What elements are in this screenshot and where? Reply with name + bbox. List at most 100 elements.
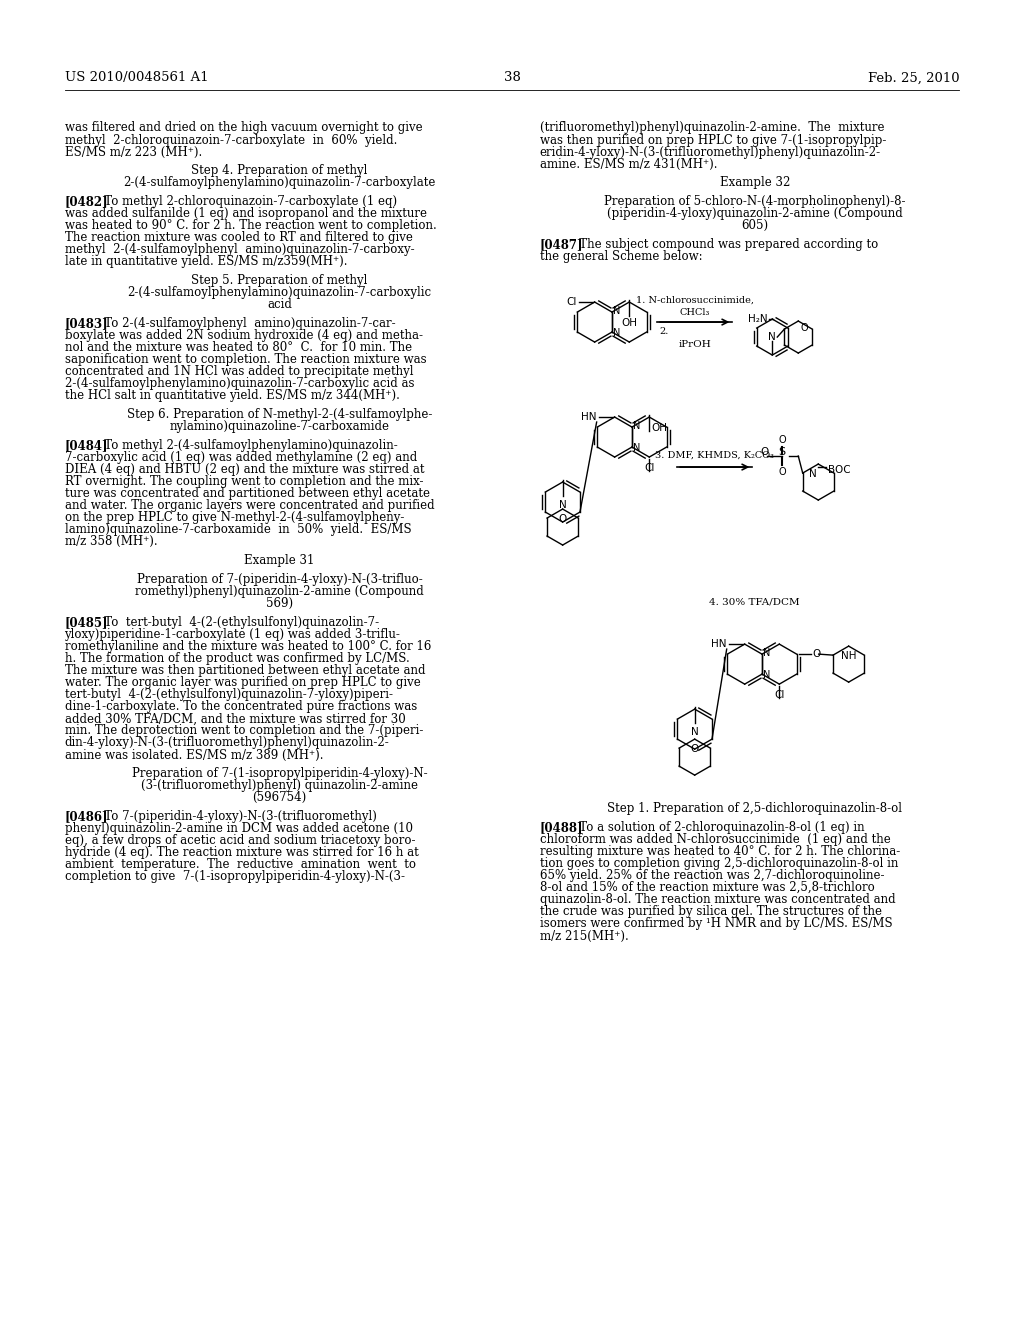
Text: dine-1-carboxylate. To the concentrated pure fractions was: dine-1-carboxylate. To the concentrated … xyxy=(65,700,417,713)
Text: BOC: BOC xyxy=(828,465,851,475)
Text: amine was isolated. ES/MS m/z 389 (MH⁺).: amine was isolated. ES/MS m/z 389 (MH⁺). xyxy=(65,748,323,762)
Text: To methyl 2-(4-sulfamoylphenylamino)quinazolin-: To methyl 2-(4-sulfamoylphenylamino)quin… xyxy=(93,438,397,451)
Text: Example 31: Example 31 xyxy=(245,554,314,568)
Text: completion to give  7-(1-isopropylpiperidin-4-yloxy)-N-(3-: completion to give 7-(1-isopropylpiperid… xyxy=(65,870,404,883)
Text: The reaction mixture was cooled to RT and filtered to give: The reaction mixture was cooled to RT an… xyxy=(65,231,413,244)
Text: min. The deprotection went to completion and the 7-(piperi-: min. The deprotection went to completion… xyxy=(65,725,423,738)
Text: 3. DMF, KHMDS, K₂CO₃: 3. DMF, KHMDS, K₂CO₃ xyxy=(655,451,774,461)
Text: [0488]: [0488] xyxy=(540,821,583,834)
Text: 4. 30% TFA/DCM: 4. 30% TFA/DCM xyxy=(710,597,800,606)
Text: To a solution of 2-chloroquinazolin-8-ol (1 eq) in: To a solution of 2-chloroquinazolin-8-ol… xyxy=(568,821,865,834)
Text: [0484]: [0484] xyxy=(65,438,108,451)
Text: 2.: 2. xyxy=(659,327,669,337)
Text: O: O xyxy=(690,744,698,754)
Text: Step 1. Preparation of 2,5-dichloroquinazolin-8-ol: Step 1. Preparation of 2,5-dichloroquina… xyxy=(607,803,902,816)
Text: DIEA (4 eq) and HBTU (2 eq) and the mixture was stirred at: DIEA (4 eq) and HBTU (2 eq) and the mixt… xyxy=(65,463,424,477)
Text: ture was concentrated and partitioned between ethyl acetate: ture was concentrated and partitioned be… xyxy=(65,487,429,500)
Text: Step 6. Preparation of N-methyl-2-(4-sulfamoylphe-: Step 6. Preparation of N-methyl-2-(4-sul… xyxy=(127,408,432,421)
Text: hydride (4 eq). The reaction mixture was stirred for 16 h at: hydride (4 eq). The reaction mixture was… xyxy=(65,846,418,859)
Text: HN: HN xyxy=(712,639,727,649)
Text: h. The formation of the product was confirmed by LC/MS.: h. The formation of the product was conf… xyxy=(65,652,410,665)
Text: ES/MS m/z 223 (MH⁺).: ES/MS m/z 223 (MH⁺). xyxy=(65,145,202,158)
Text: late in quantitative yield. ES/MS m/z359(MH⁺).: late in quantitative yield. ES/MS m/z359… xyxy=(65,255,347,268)
Text: [0483]: [0483] xyxy=(65,317,109,330)
Text: (piperidin-4-yloxy)quinazolin-2-amine (Compound: (piperidin-4-yloxy)quinazolin-2-amine (C… xyxy=(607,207,902,220)
Text: O: O xyxy=(778,436,786,445)
Text: ambient  temperature.  The  reductive  amination  went  to: ambient temperature. The reductive amina… xyxy=(65,858,416,871)
Text: NH: NH xyxy=(841,651,856,661)
Text: eridin-4-yloxy)-N-(3-(trifluoromethyl)phenyl)quinazolin-2-: eridin-4-yloxy)-N-(3-(trifluoromethyl)ph… xyxy=(540,145,881,158)
Text: The subject compound was prepared according to: The subject compound was prepared accord… xyxy=(568,238,879,251)
Text: H₂N: H₂N xyxy=(748,314,767,323)
Text: Step 5. Preparation of methyl: Step 5. Preparation of methyl xyxy=(191,275,368,288)
Text: 2-(4-sulfamoylphenylamino)quinazolin-7-carboxylic: 2-(4-sulfamoylphenylamino)quinazolin-7-c… xyxy=(128,286,431,300)
Text: eq), a few drops of acetic acid and sodium triacetoxy boro-: eq), a few drops of acetic acid and sodi… xyxy=(65,834,415,847)
Text: N: N xyxy=(559,500,566,510)
Text: 2-(4-sulfamoylphenylamino)quinazolin-7-carboxylate: 2-(4-sulfamoylphenylamino)quinazolin-7-c… xyxy=(123,177,436,189)
Text: added 30% TFA/DCM, and the mixture was stirred for 30: added 30% TFA/DCM, and the mixture was s… xyxy=(65,713,406,725)
Text: was heated to 90° C. for 2 h. The reaction went to completion.: was heated to 90° C. for 2 h. The reacti… xyxy=(65,219,436,232)
Text: O: O xyxy=(760,447,769,457)
Text: The mixture was then partitioned between ethyl acetate and: The mixture was then partitioned between… xyxy=(65,664,425,677)
Text: methyl  2-(4-sulfamoylphenyl  amino)quinazolin-7-carboxy-: methyl 2-(4-sulfamoylphenyl amino)quinaz… xyxy=(65,243,414,256)
Text: phenyl)quinazolin-2-amine in DCM was added acetone (10: phenyl)quinazolin-2-amine in DCM was add… xyxy=(65,822,413,836)
Text: CHCl₃: CHCl₃ xyxy=(680,308,710,317)
Text: N: N xyxy=(763,671,770,680)
Text: nol and the mixture was heated to 80°  C.  for 10 min. The: nol and the mixture was heated to 80° C.… xyxy=(65,341,412,354)
Text: Cl: Cl xyxy=(774,690,784,700)
Text: m/z 215(MH⁺).: m/z 215(MH⁺). xyxy=(540,929,629,942)
Text: Cl: Cl xyxy=(644,463,654,473)
Text: To 7-(piperidin-4-yloxy)-N-(3-(trifluoromethyl): To 7-(piperidin-4-yloxy)-N-(3-(trifluoro… xyxy=(93,810,377,824)
Text: tert-butyl  4-(2-(ethylsulfonyl)quinazolin-7-yloxy)piperi-: tert-butyl 4-(2-(ethylsulfonyl)quinazoli… xyxy=(65,688,392,701)
Text: OH: OH xyxy=(651,422,668,433)
Text: the general Scheme below:: the general Scheme below: xyxy=(540,249,702,263)
Text: chloroform was added N-chlorosuccinimide  (1 eq) and the: chloroform was added N-chlorosuccinimide… xyxy=(540,833,891,846)
Text: N: N xyxy=(613,329,621,338)
Text: 569): 569) xyxy=(266,597,293,610)
Text: the crude was purified by silica gel. The structures of the: the crude was purified by silica gel. Th… xyxy=(540,906,882,919)
Text: N: N xyxy=(768,333,776,342)
Text: and water. The organic layers were concentrated and purified: and water. The organic layers were conce… xyxy=(65,499,434,512)
Text: romethylaniline and the mixture was heated to 100° C. for 16: romethylaniline and the mixture was heat… xyxy=(65,640,431,653)
Text: amine. ES/MS m/z 431(MH⁺).: amine. ES/MS m/z 431(MH⁺). xyxy=(540,157,717,170)
Text: Preparation of 5-chloro-N-(4-morpholinophenyl)-8-: Preparation of 5-chloro-N-(4-morpholinop… xyxy=(604,195,905,209)
Text: N: N xyxy=(691,727,698,737)
Text: Preparation of 7-(1-isopropylpiperidin-4-yloxy)-N-: Preparation of 7-(1-isopropylpiperidin-4… xyxy=(132,767,427,780)
Text: S: S xyxy=(778,447,785,457)
Text: 605): 605) xyxy=(741,219,768,232)
Text: Feb. 25, 2010: Feb. 25, 2010 xyxy=(868,71,959,84)
Text: din-4-yloxy)-N-(3-(trifluoromethyl)phenyl)quinazolin-2-: din-4-yloxy)-N-(3-(trifluoromethyl)pheny… xyxy=(65,737,389,750)
Text: lamino)quinazoline-7-carboxamide  in  50%  yield.  ES/MS: lamino)quinazoline-7-carboxamide in 50% … xyxy=(65,523,412,536)
Text: [0485]: [0485] xyxy=(65,615,108,628)
Text: isomers were confirmed by ¹H NMR and by LC/MS. ES/MS: isomers were confirmed by ¹H NMR and by … xyxy=(540,917,892,931)
Text: (596754): (596754) xyxy=(253,791,306,804)
Text: Cl: Cl xyxy=(566,297,577,308)
Text: OH: OH xyxy=(622,318,637,329)
Text: [0486]: [0486] xyxy=(65,810,108,824)
Text: was filtered and dried on the high vacuum overnight to give: was filtered and dried on the high vacuu… xyxy=(65,121,422,135)
Text: water. The organic layer was purified on prep HPLC to give: water. The organic layer was purified on… xyxy=(65,676,420,689)
Text: N: N xyxy=(809,469,816,479)
Text: m/z 358 (MH⁺).: m/z 358 (MH⁺). xyxy=(65,536,157,548)
Text: concentrated and 1N HCl was added to precipitate methyl: concentrated and 1N HCl was added to pre… xyxy=(65,366,413,379)
Text: Example 32: Example 32 xyxy=(720,177,790,189)
Text: saponification went to completion. The reaction mixture was: saponification went to completion. The r… xyxy=(65,354,426,366)
Text: 1. N-chlorosuccinimide,: 1. N-chlorosuccinimide, xyxy=(636,296,754,305)
Text: tion goes to completion giving 2,5-dichloroquinazolin-8-ol in: tion goes to completion giving 2,5-dichl… xyxy=(540,857,898,870)
Text: resulting mixture was heated to 40° C. for 2 h. The chlorina-: resulting mixture was heated to 40° C. f… xyxy=(540,845,900,858)
Text: N: N xyxy=(633,421,640,432)
Text: Preparation of 7-(piperidin-4-yloxy)-N-(3-trifluo-: Preparation of 7-(piperidin-4-yloxy)-N-(… xyxy=(136,573,423,586)
Text: O: O xyxy=(813,649,821,659)
Text: [0487]: [0487] xyxy=(540,238,583,251)
Text: US 2010/0048561 A1: US 2010/0048561 A1 xyxy=(65,71,208,84)
Text: methyl  2-chloroquinazoin-7-carboxylate  in  60%  yield.: methyl 2-chloroquinazoin-7-carboxylate i… xyxy=(65,133,397,147)
Text: HN: HN xyxy=(582,412,597,422)
Text: (3-(trifluoromethyl)phenyl) quinazolin-2-amine: (3-(trifluoromethyl)phenyl) quinazolin-2… xyxy=(141,779,418,792)
Text: was then purified on prep HPLC to give 7-(1-isopropylpip-: was then purified on prep HPLC to give 7… xyxy=(540,133,886,147)
Text: Step 4. Preparation of methyl: Step 4. Preparation of methyl xyxy=(191,164,368,177)
Text: [0482]: [0482] xyxy=(65,195,109,209)
Text: quinazolin-8-ol. The reaction mixture was concentrated and: quinazolin-8-ol. The reaction mixture wa… xyxy=(540,894,895,907)
Text: To  tert-butyl  4-(2-(ethylsulfonyl)quinazolin-7-: To tert-butyl 4-(2-(ethylsulfonyl)quinaz… xyxy=(93,615,379,628)
Text: was added sulfanilde (1 eq) and isopropanol and the mixture: was added sulfanilde (1 eq) and isopropa… xyxy=(65,207,427,220)
Text: 8-ol and 15% of the reaction mixture was 2,5,8-trichloro: 8-ol and 15% of the reaction mixture was… xyxy=(540,882,874,894)
